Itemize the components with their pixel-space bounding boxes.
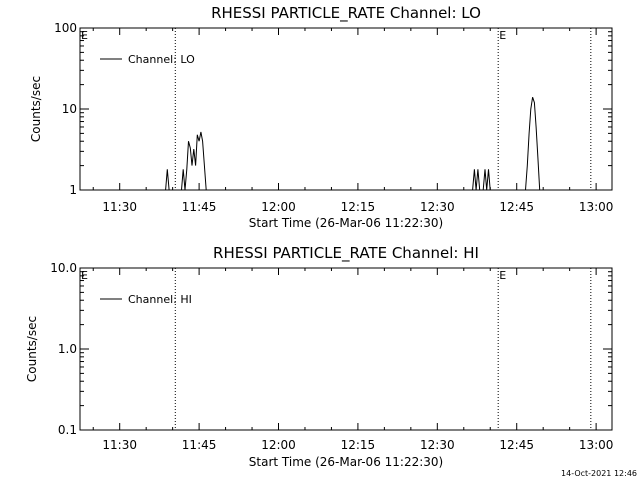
event-label: E (499, 29, 506, 42)
x-tick-label: 11:30 (102, 438, 137, 452)
event-label: E (81, 269, 88, 282)
hi-channel-panel: RHESSI PARTICLE_RATE Channel: HI 11:30 11:… (25, 244, 613, 469)
lo-channel-panel: RHESSI PARTICLE_RATE Channel: LO 11:30 11:… (29, 4, 613, 230)
y-tick-label: 0.1 (58, 423, 77, 437)
y-tick-label: 10 (62, 102, 77, 116)
x-tick-label: 12:30 (420, 200, 455, 214)
chart-title: RHESSI PARTICLE_RATE Channel: LO (211, 4, 481, 23)
legend-entry: Channel: HI (128, 293, 192, 306)
y-axis-label: Counts/sec (29, 76, 43, 142)
x-tick-label: 12:00 (261, 438, 296, 452)
x-tick-label: 12:45 (499, 438, 534, 452)
x-tick-label: 13:00 (579, 438, 614, 452)
x-axis-label: Start Time (26-Mar-06 11:22:30) (249, 455, 443, 469)
legend-entry: Channel: LO (128, 53, 195, 66)
x-tick-label: 12:45 (499, 200, 534, 214)
x-axis-label: Start Time (26-Mar-06 11:22:30) (249, 216, 443, 230)
y-tick-label: 1.0 (58, 342, 77, 356)
y-tick-label: 100 (54, 21, 77, 35)
x-tick-label: 12:15 (341, 200, 376, 214)
x-tick-label: 12:00 (261, 200, 296, 214)
x-tick-label: 11:30 (102, 200, 137, 214)
event-label: E (81, 29, 88, 42)
y-tick-label: 10.0 (50, 261, 77, 275)
chart-title: RHESSI PARTICLE_RATE Channel: HI (213, 244, 479, 263)
x-tick-label: 12:15 (341, 438, 376, 452)
event-label: E (499, 269, 506, 282)
timestamp: 14-Oct-2021 12:46 (561, 469, 637, 478)
y-axis-label: Counts/sec (25, 316, 39, 382)
x-tick-label: 11:45 (182, 200, 217, 214)
x-tick-label: 13:00 (579, 200, 614, 214)
x-tick-label: 12:30 (420, 438, 455, 452)
x-tick-label: 11:45 (182, 438, 217, 452)
series-line (165, 97, 541, 191)
y-tick-label: 1 (69, 183, 77, 197)
